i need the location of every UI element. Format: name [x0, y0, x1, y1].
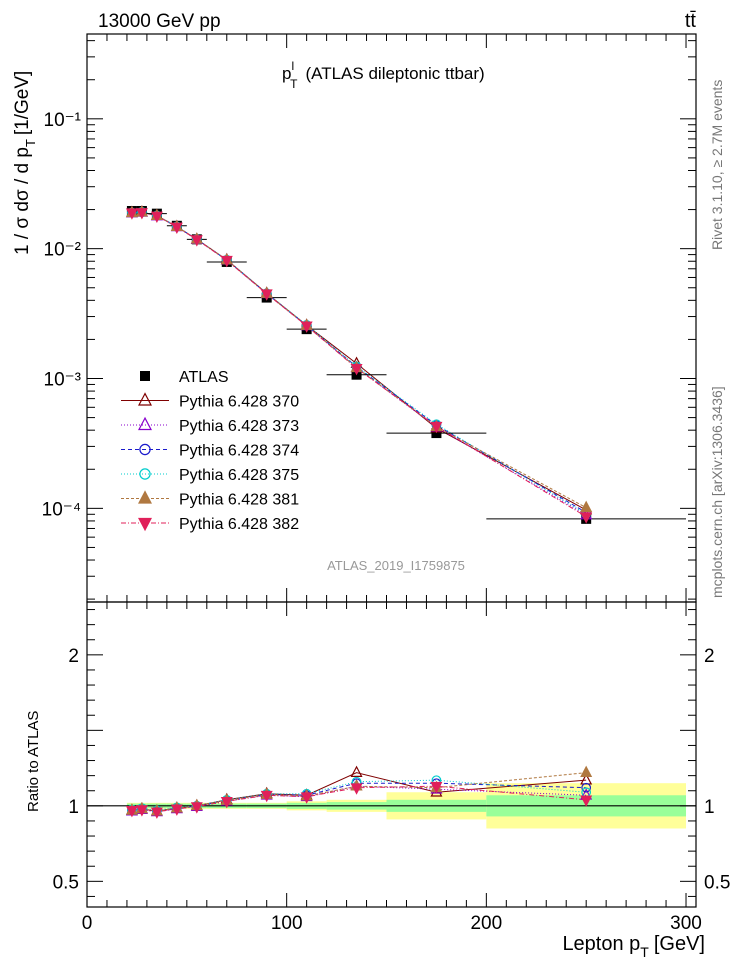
series-marker [580, 512, 593, 524]
plot-title-sub: T [290, 77, 298, 91]
y-axis-label: 1 / σ dσ / d pT [1/GeV] [12, 71, 38, 255]
x-tick-label: 0 [82, 913, 93, 934]
y-axis-label-unit: [1/GeV] [12, 71, 33, 135]
x-axis-label: Lepton pT [GeV] [562, 933, 705, 960]
series-marker [170, 222, 183, 234]
legend-label: Pythia 6.428 373 [179, 418, 299, 435]
series-marker [430, 421, 443, 434]
ratio-y-tick-label: 2 [68, 646, 79, 667]
series-marker [150, 211, 163, 224]
series-marker [350, 363, 363, 376]
y-axis-label-main: 1 / σ dσ / d p [12, 147, 33, 255]
plot-title-suffix: (ATLAS dileptonic ttbar) [305, 64, 484, 83]
axes: 0 100 200 300 10⁻⁴ 10⁻³ 10⁻² 10⁻¹ 0.5 0.5 1 1 2 2 [42, 33, 730, 934]
legend-label: Pythia 6.428 370 [179, 394, 299, 411]
legend-marker [139, 468, 151, 480]
ratio-series-marker [430, 781, 443, 794]
series-marker [190, 235, 203, 247]
legend: ATLAS Pythia 6.428 370 Pythia 6.428 373 Pyt… [121, 369, 299, 533]
legend-marker [138, 392, 152, 406]
main-series-markers [125, 205, 593, 524]
ratio-frame [86, 601, 697, 908]
legend-marker [138, 490, 152, 504]
ratio-series-marker [581, 782, 592, 793]
ratio-series-marker [350, 765, 363, 777]
y-tick-label: 10⁻³ [44, 370, 82, 391]
series-marker [300, 321, 313, 333]
ratio-series-marker [260, 790, 273, 803]
ratio-series-marker [125, 806, 138, 818]
x-tick-label: 100 [271, 913, 303, 934]
ratio-series-marker [350, 783, 363, 795]
x-axis-label-sub: T [640, 944, 649, 960]
plot-title-main: p [282, 64, 291, 83]
legend-marker-atlas [140, 371, 150, 381]
ratio-series-marker [135, 805, 148, 817]
ratio-series-line [131, 782, 587, 812]
ratio-y-tick-label-right: 2 [704, 646, 715, 667]
legend-label: ATLAS [179, 369, 229, 386]
y-tick-label: 10⁻⁴ [42, 499, 81, 520]
series-marker [260, 289, 273, 301]
ratio-y-tick-label: 1 [68, 797, 79, 818]
series-marker [580, 500, 593, 512]
process-label: tt̄ [685, 10, 697, 32]
plot-title: pl T (ATLAS dileptonic ttbar) [282, 59, 485, 91]
ratio-series-marker [220, 796, 233, 809]
ratio-series-markers [125, 765, 593, 819]
legend-marker [139, 443, 151, 456]
legend-marker [138, 517, 152, 532]
y-tick-label: 10⁻¹ [44, 110, 82, 131]
ratio-y-tick-label-right: 1 [704, 797, 715, 818]
legend-label: Pythia 6.428 375 [179, 467, 299, 484]
ratio-series-marker [150, 807, 163, 819]
ratio-series-line [131, 785, 587, 813]
y-tick-label: 10⁻² [44, 240, 82, 261]
ratio-series-marker [190, 802, 203, 814]
series-marker [125, 208, 138, 220]
plot-title-sup: l [291, 59, 294, 73]
ratio-series-marker [170, 804, 183, 816]
series-marker [220, 255, 233, 268]
legend-label: Pythia 6.428 374 [179, 443, 299, 460]
y-axis-label-sub: T [23, 139, 38, 147]
ratio-y-axis-label: Ratio to ATLAS [25, 711, 42, 812]
legend-marker [138, 416, 152, 431]
ratio-series-marker [580, 765, 593, 777]
side-mcplots-label: mcplots.cern.ch [arXiv:1306.3436] [709, 386, 725, 598]
legend-label: Pythia 6.428 382 [179, 516, 299, 533]
analysis-id: ATLAS_2019_I1759875 [327, 558, 465, 573]
legend-label: Pythia 6.428 381 [179, 492, 299, 509]
series-line [131, 211, 587, 509]
ratio-y-tick-label-right: 0.5 [704, 872, 730, 893]
side-rivet-label: Rivet 3.1.10, ≥ 2.7M events [709, 80, 725, 250]
energy-label: 13000 GeV pp [98, 11, 221, 32]
x-axis-label-main: Lepton p [562, 933, 640, 955]
ratio-series-marker [580, 795, 593, 807]
x-tick-label: 200 [470, 913, 502, 934]
series-marker [135, 208, 148, 220]
ratio-series-marker [300, 792, 313, 804]
x-axis-label-unit: [GeV] [654, 933, 705, 955]
series-line [131, 211, 587, 511]
ratio-y-tick-label: 0.5 [53, 872, 79, 893]
x-tick-label: 300 [670, 913, 702, 934]
